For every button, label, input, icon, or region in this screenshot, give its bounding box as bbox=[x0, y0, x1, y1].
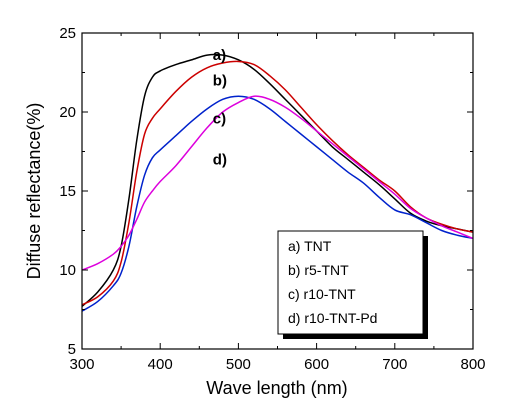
series-line-2 bbox=[81, 60, 474, 306]
x-tick-label: 400 bbox=[148, 356, 173, 373]
y-tick-label: 20 bbox=[59, 104, 76, 121]
legend-entry: c) r10-TNT bbox=[288, 286, 356, 302]
series-line-1 bbox=[81, 53, 474, 307]
y-tick-label: 15 bbox=[59, 183, 76, 200]
ticks-layer: 300 400 500 600 700 800 5 10 15 20 25 bbox=[59, 25, 485, 373]
y-tick-label: 10 bbox=[59, 262, 76, 279]
y-tick-label: 5 bbox=[68, 341, 76, 358]
x-tick-label: 800 bbox=[460, 356, 485, 373]
y-tick-label: 25 bbox=[59, 25, 76, 42]
annotation-layer: a) b) c) d) bbox=[213, 47, 227, 168]
x-tick-label: 300 bbox=[69, 356, 94, 373]
curve-annotation: c) bbox=[213, 110, 226, 127]
legend-entry: d) r10-TNT-Pd bbox=[288, 310, 377, 326]
x-axis-title: Wave length (nm) bbox=[206, 378, 347, 398]
y-axis-title: Diffuse reflectance(%) bbox=[24, 103, 44, 280]
series-layer bbox=[81, 53, 474, 312]
x-tick-label: 500 bbox=[226, 356, 251, 373]
series-line-4 bbox=[81, 95, 474, 271]
x-tick-label: 700 bbox=[382, 356, 407, 373]
legend-entry: b) r5-TNT bbox=[288, 262, 349, 278]
curve-annotation: d) bbox=[213, 151, 227, 168]
legend-entry: a) TNT bbox=[288, 238, 332, 254]
curve-annotation: a) bbox=[213, 47, 226, 64]
legend: a) TNT b) r5-TNT c) r10-TNT d) r10-TNT-P… bbox=[277, 230, 428, 339]
curve-annotation: b) bbox=[213, 72, 227, 89]
x-tick-label: 600 bbox=[304, 356, 329, 373]
series-line-3 bbox=[81, 95, 474, 312]
legend-box bbox=[277, 230, 424, 335]
